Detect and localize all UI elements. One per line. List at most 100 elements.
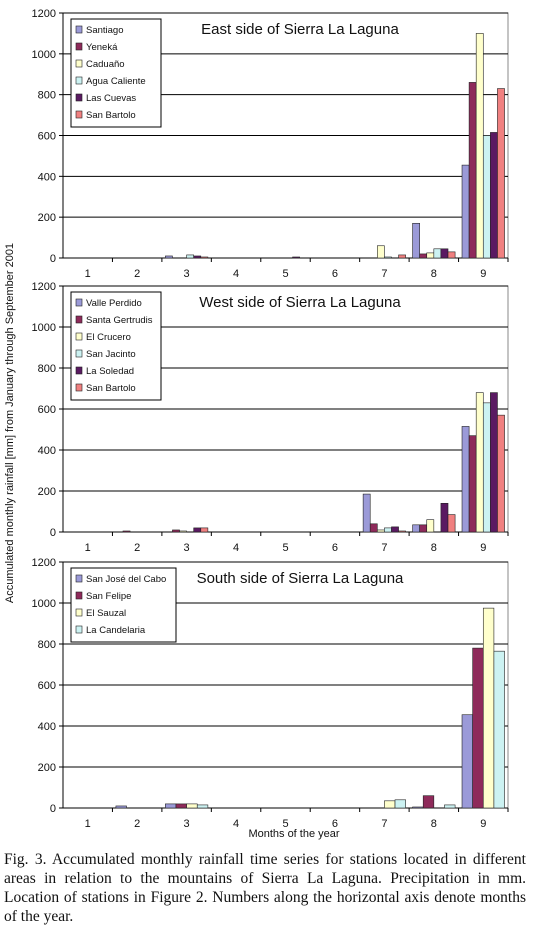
x-tick-label: 1 [85, 818, 91, 830]
bar [482, 135, 491, 259]
bar [461, 164, 470, 259]
legend-swatch [75, 366, 83, 375]
x-tick-label: 2 [134, 818, 140, 830]
bar [186, 254, 194, 259]
legend-label: Valle Perdido [86, 298, 142, 309]
legend-box [70, 18, 162, 128]
bar [482, 607, 495, 809]
y-tick-label: 800 [38, 363, 56, 375]
x-tick-label: 3 [184, 542, 190, 554]
x-tick-label: 7 [381, 818, 387, 830]
x-tick-label: 3 [184, 818, 190, 830]
bar [497, 414, 505, 533]
x-tick-label: 5 [282, 818, 288, 830]
legend-label: La Candelaria [86, 625, 146, 636]
legend-label: Agua Caliente [86, 76, 146, 87]
bar [497, 88, 505, 259]
bar [292, 256, 300, 259]
bar [398, 530, 406, 533]
bar [490, 392, 498, 533]
bar [172, 529, 180, 533]
bar [482, 402, 491, 533]
bar [412, 222, 420, 259]
legend-label: La Soledad [86, 366, 134, 377]
bar [384, 800, 396, 809]
y-tick-label: 200 [38, 762, 56, 774]
bar [165, 255, 173, 259]
legend-swatch [75, 59, 83, 68]
x-tick-label: 4 [233, 268, 239, 280]
bar [193, 255, 202, 259]
y-tick-label: 1200 [32, 8, 56, 20]
x-tick-label: 7 [381, 268, 387, 280]
bar [384, 527, 392, 533]
bar [193, 527, 202, 533]
y-tick-label: 1000 [32, 322, 56, 334]
bar [115, 805, 127, 809]
bar [384, 256, 392, 259]
chart-title: East side of Sierra La Laguna [201, 21, 399, 38]
bar [412, 524, 420, 533]
x-axis-title: Months of the year [248, 828, 339, 840]
x-tick-label: 8 [431, 542, 437, 554]
x-tick-label: 2 [134, 542, 140, 554]
x-tick-label: 5 [282, 542, 288, 554]
bar [377, 529, 385, 533]
legend-swatch [75, 349, 83, 358]
x-tick-label: 9 [480, 268, 486, 280]
bar [122, 530, 131, 533]
bar [440, 502, 449, 533]
bar [179, 530, 187, 533]
bar [433, 248, 442, 259]
y-tick-label: 400 [38, 721, 56, 733]
legend-label: Santa Gertrudis [86, 315, 153, 326]
bar [490, 132, 498, 259]
x-tick-label: 4 [233, 818, 239, 830]
legend-swatch [75, 332, 83, 341]
y-tick-label: 600 [38, 680, 56, 692]
y-tick-label: 1000 [32, 49, 56, 61]
legend-swatch [75, 591, 83, 600]
bar [419, 253, 428, 259]
legend-swatch [75, 110, 83, 119]
legend-label: El Sauzal [86, 608, 126, 619]
legend-label: San Bartolo [86, 383, 136, 394]
figure-chart: Accumulated monthly rainfall [mm] from J… [4, 8, 509, 840]
x-tick-label: 9 [480, 542, 486, 554]
legend-label: San Jacinto [86, 349, 136, 360]
legend-swatch [75, 298, 83, 307]
y-tick-label: 1200 [32, 281, 56, 293]
legend-label: San Bartolo [86, 110, 136, 121]
bar [186, 803, 198, 809]
legend-label: Yeneká [86, 42, 118, 53]
legend-label: El Crucero [86, 332, 131, 343]
legend-label: San José del Cabo [86, 574, 166, 585]
y-tick-label: 1000 [32, 598, 56, 610]
y-tick-label: 800 [38, 639, 56, 651]
legend-swatch [75, 625, 83, 634]
y-tick-label: 0 [50, 527, 56, 539]
bar [200, 256, 209, 259]
y-tick-label: 400 [38, 171, 56, 183]
bar [165, 803, 177, 809]
y-tick-label: 400 [38, 445, 56, 457]
bar [391, 526, 399, 533]
x-tick-label: 1 [85, 542, 91, 554]
chart-panel-3: 0 200 400 600 800 1000 1200 1 2 3 4 5 6 7 8 9 South side… [32, 557, 509, 830]
bar [493, 650, 505, 809]
legend-swatch [75, 25, 83, 34]
y-tick-label: 0 [50, 803, 56, 815]
bar [412, 806, 424, 809]
chart-title: South side of Sierra La Laguna [197, 570, 404, 587]
bar [196, 804, 209, 809]
y-tick-label: 200 [38, 212, 56, 224]
bar [426, 252, 435, 259]
y-tick-label: 0 [50, 253, 56, 265]
legend-swatch [75, 76, 83, 85]
legend-label: Las Cuevas [86, 93, 136, 104]
y-tick-label: 800 [38, 90, 56, 102]
bar [419, 524, 428, 533]
x-tick-label: 8 [431, 818, 437, 830]
x-tick-label: 6 [332, 542, 338, 554]
x-tick-label: 2 [134, 268, 140, 280]
